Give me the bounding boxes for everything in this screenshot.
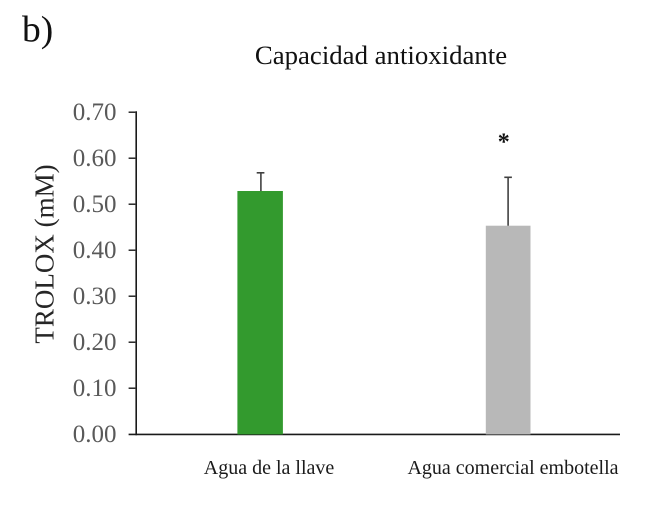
svg-text:0.20: 0.20 [73, 329, 117, 356]
svg-text:0.60: 0.60 [73, 145, 117, 172]
svg-text:0.30: 0.30 [73, 283, 117, 310]
svg-text:0.50: 0.50 [73, 191, 117, 218]
svg-text:0.10: 0.10 [73, 375, 117, 402]
svg-text:b): b) [22, 10, 53, 51]
svg-text:Agua de la llave: Agua de la llave [204, 457, 335, 479]
svg-text:0.40: 0.40 [73, 237, 117, 264]
svg-text:0.00: 0.00 [73, 421, 117, 448]
svg-text:TROLOX (mM): TROLOX (mM) [30, 164, 60, 343]
svg-text:0.70: 0.70 [73, 99, 117, 126]
svg-text:Agua comercial embotella: Agua comercial embotella [407, 457, 618, 479]
svg-text:Capacidad antioxidante: Capacidad antioxidante [255, 40, 507, 70]
svg-text:*: * [498, 129, 510, 155]
